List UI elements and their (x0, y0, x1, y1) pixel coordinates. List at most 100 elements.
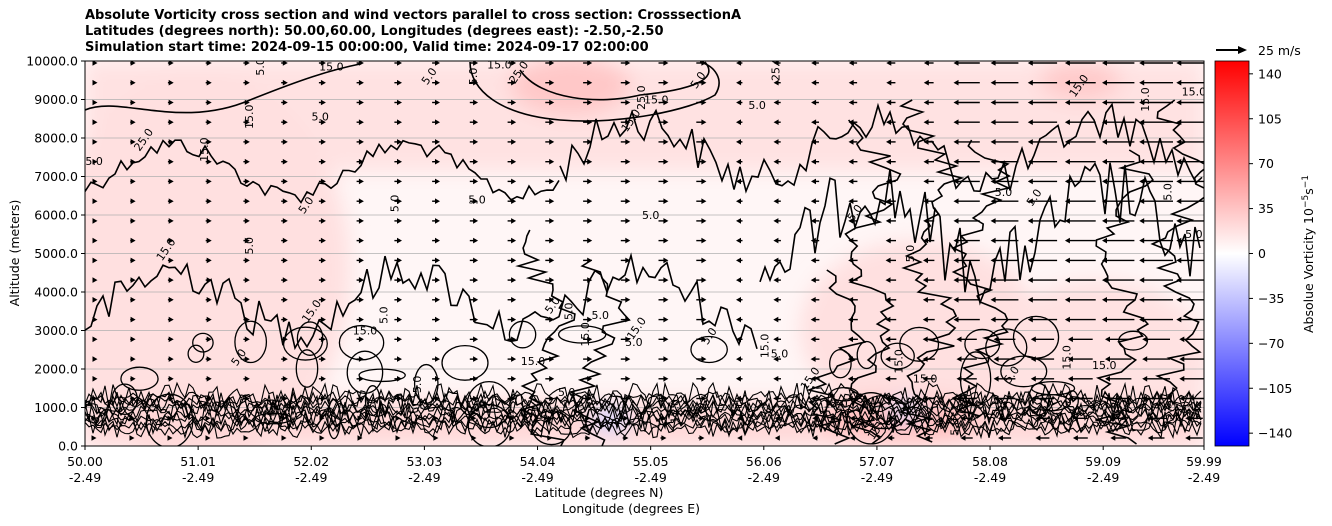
wind-vector-head (243, 415, 249, 422)
wind-vector-head (92, 297, 98, 303)
wind-vector-head (282, 277, 288, 283)
contour-loop (192, 332, 214, 353)
wind-vector-head (585, 415, 591, 422)
wind-vector-head (320, 99, 326, 106)
wind-vector-head (810, 376, 816, 382)
wind-vector-head (168, 139, 174, 145)
contour-loop (282, 326, 328, 361)
wind-vector-head (1176, 198, 1182, 204)
wind-vector-head (92, 158, 98, 165)
contour-line (844, 119, 902, 445)
wind-vector-head (1027, 139, 1033, 145)
wind-vector-head (282, 61, 288, 66)
wind-vector-head (282, 139, 288, 145)
wind-vector-head (1064, 119, 1070, 125)
wind-vector-head (587, 61, 593, 66)
wind-vector-head (923, 178, 929, 185)
wind-vector-head (663, 119, 669, 125)
x-tick-label-lon: -2.49 (69, 470, 101, 485)
wind-vector-head (737, 415, 743, 422)
contour-label: 15.0 (913, 373, 938, 386)
contour-loop (466, 380, 512, 429)
wind-vector-head (990, 139, 996, 145)
wind-vector-head (1179, 395, 1185, 402)
wind-vector-head (549, 395, 555, 402)
wind-vector-head (990, 297, 996, 303)
wind-vector-head (206, 99, 212, 106)
contour-loop (145, 393, 194, 446)
wind-vector-head (1067, 395, 1073, 402)
wind-vector-head (282, 79, 288, 86)
wind-vector-head (736, 158, 741, 165)
wind-vector-head (92, 139, 98, 145)
wind-vector-head (433, 435, 439, 441)
wind-vector-head (358, 257, 364, 264)
contour-loop (254, 412, 292, 425)
wind-vector-head (990, 79, 996, 86)
wind-vector-head (736, 218, 741, 224)
wind-vector-head (1067, 336, 1073, 343)
wind-vector-head (282, 356, 288, 362)
wind-vector-head (244, 99, 250, 106)
wind-vector-head (1027, 79, 1033, 86)
wind-vector-head (1030, 376, 1036, 382)
contour-label: 25.0 (770, 56, 783, 81)
wind-vector-head (661, 415, 667, 422)
wind-vector-head (395, 415, 401, 422)
x-tick-label-lat: 59.09 (1085, 454, 1121, 469)
wind-vector-head (320, 237, 326, 244)
contour-label: 5.0 (904, 245, 917, 263)
quiver-key-arrowhead (1238, 46, 1247, 54)
wind-vector-head (547, 435, 553, 441)
wind-vector-head (663, 178, 669, 185)
wind-vector-head (320, 316, 326, 323)
wind-vector-head (1176, 277, 1182, 283)
wind-vector-head (587, 119, 593, 125)
wind-vector-head (623, 415, 629, 422)
wind-vector-head (922, 395, 928, 402)
wind-vector-head (130, 119, 136, 125)
wind-vector-head (320, 257, 326, 264)
wind-vector-head (701, 139, 707, 145)
wind-vector-head (358, 395, 364, 402)
wind-vector-head (358, 99, 364, 106)
wind-vector-head (244, 119, 250, 125)
wind-vector-head (320, 336, 326, 343)
wind-vector-head (625, 316, 631, 323)
colorbar-ticks: 140 105 70 35 0 −35 −70 −105 −140 (1249, 66, 1292, 441)
quiver-key: 25 m/s (1216, 43, 1301, 58)
wind-vector-head (244, 139, 250, 145)
contour-label: 15.0 (1182, 86, 1207, 99)
wind-vector-head (320, 198, 326, 204)
wind-vector-head (848, 198, 854, 204)
wind-vector-head (92, 316, 98, 323)
wind-vector-head (547, 415, 553, 422)
contour-label: 5.0 (377, 306, 390, 324)
contour-loop (364, 385, 381, 417)
wind-vector-head (282, 336, 288, 343)
wind-vector-head (206, 178, 212, 185)
contour-label: 5.0 (1162, 403, 1175, 421)
x-tick-label-lon: -2.49 (1188, 470, 1220, 485)
x-axis-label-latitude: Latitude (degrees N) (535, 485, 664, 500)
wind-vector-head (244, 218, 250, 224)
wind-vector-head (663, 198, 669, 204)
wind-vector-head (587, 158, 593, 165)
wind-vector-head (736, 79, 742, 86)
wind-vector-head (1176, 61, 1182, 66)
wind-vector-head (511, 61, 517, 66)
wind-vector-head (1179, 356, 1185, 362)
wind-vector-head (435, 336, 440, 343)
y-tick-label: 5000.0 (34, 246, 78, 261)
wind-vector-head (91, 435, 97, 441)
wind-vector-head (509, 415, 515, 422)
x-tick-label-lat: 57.07 (859, 454, 895, 469)
x-tick-label-lon: -2.49 (521, 470, 553, 485)
wind-vector-head (587, 257, 593, 264)
wind-vector-head (397, 237, 402, 244)
wind-vector-head (244, 297, 250, 303)
contour-label: 15.0 (319, 61, 344, 74)
wind-vector-head (953, 198, 959, 204)
wind-vector-head (625, 356, 631, 362)
